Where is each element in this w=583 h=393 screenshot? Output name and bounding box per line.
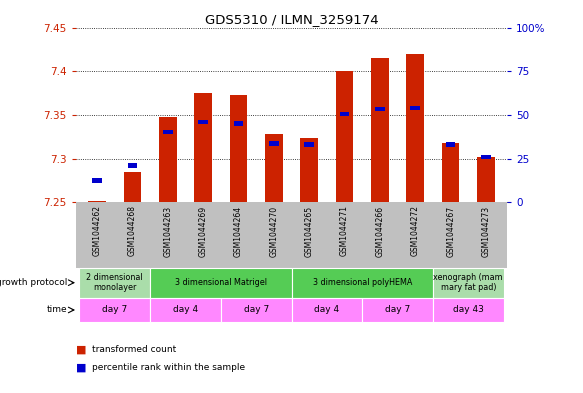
- Bar: [79, 298, 150, 322]
- Bar: [150, 268, 292, 298]
- Text: GSM1044269: GSM1044269: [199, 206, 208, 257]
- Text: day 7: day 7: [244, 305, 269, 314]
- Text: percentile rank within the sample: percentile rank within the sample: [92, 363, 245, 372]
- Bar: [300, 138, 318, 202]
- Bar: [375, 107, 385, 111]
- Text: 3 dimensional Matrigel: 3 dimensional Matrigel: [175, 278, 267, 287]
- Bar: [442, 143, 459, 202]
- Bar: [433, 268, 504, 298]
- Bar: [265, 134, 283, 202]
- Bar: [234, 121, 243, 126]
- Bar: [477, 157, 495, 202]
- Text: GSM1044264: GSM1044264: [234, 206, 243, 257]
- Text: time: time: [47, 305, 67, 314]
- Bar: [159, 117, 177, 202]
- Bar: [198, 119, 208, 124]
- Text: day 4: day 4: [314, 305, 339, 314]
- Text: GSM1044270: GSM1044270: [269, 206, 278, 257]
- Bar: [88, 201, 106, 202]
- Text: GSM1044273: GSM1044273: [482, 206, 490, 257]
- Bar: [292, 268, 433, 298]
- Text: ■: ■: [76, 345, 86, 355]
- Text: GSM1044262: GSM1044262: [93, 206, 101, 257]
- Bar: [269, 141, 279, 146]
- Bar: [406, 54, 424, 202]
- Text: GSM1044268: GSM1044268: [128, 206, 137, 257]
- Bar: [433, 298, 504, 322]
- Bar: [336, 71, 353, 202]
- Text: GSM1044267: GSM1044267: [446, 206, 455, 257]
- Text: GSM1044266: GSM1044266: [375, 206, 384, 257]
- Text: 3 dimensional polyHEMA: 3 dimensional polyHEMA: [312, 278, 412, 287]
- Bar: [221, 298, 292, 322]
- Text: GSM1044271: GSM1044271: [340, 206, 349, 257]
- Bar: [481, 154, 491, 159]
- Text: day 7: day 7: [385, 305, 410, 314]
- Bar: [124, 172, 141, 202]
- Text: day 7: day 7: [102, 305, 127, 314]
- Bar: [292, 298, 362, 322]
- Bar: [128, 163, 137, 168]
- Text: day 4: day 4: [173, 305, 198, 314]
- Bar: [163, 130, 173, 134]
- Bar: [79, 268, 150, 298]
- Bar: [340, 112, 349, 116]
- Bar: [410, 106, 420, 110]
- Text: 2 dimensional
monolayer: 2 dimensional monolayer: [86, 273, 143, 292]
- Text: GSM1044263: GSM1044263: [163, 206, 172, 257]
- Bar: [362, 298, 433, 322]
- Bar: [446, 142, 455, 147]
- Bar: [150, 298, 221, 322]
- Text: xenograph (mam
mary fat pad): xenograph (mam mary fat pad): [434, 273, 503, 292]
- Bar: [194, 93, 212, 202]
- Bar: [371, 58, 389, 202]
- Text: day 43: day 43: [453, 305, 484, 314]
- Title: GDS5310 / ILMN_3259174: GDS5310 / ILMN_3259174: [205, 13, 378, 26]
- Text: GSM1044265: GSM1044265: [305, 206, 314, 257]
- Bar: [230, 95, 247, 202]
- Bar: [92, 178, 102, 182]
- Text: transformed count: transformed count: [92, 345, 177, 354]
- Bar: [304, 142, 314, 147]
- Text: growth protocol: growth protocol: [0, 278, 67, 287]
- Text: GSM1044272: GSM1044272: [411, 206, 420, 257]
- Text: ■: ■: [76, 362, 86, 373]
